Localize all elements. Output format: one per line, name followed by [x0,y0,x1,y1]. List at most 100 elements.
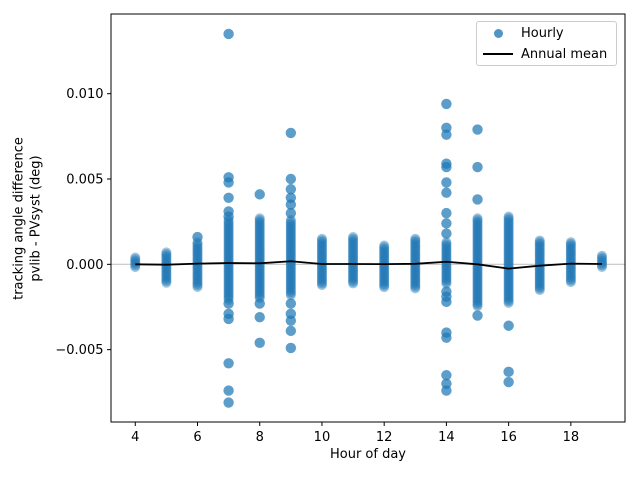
scatter-point [503,275,514,286]
scatter-point [410,262,421,273]
scatter-point [254,270,265,281]
scatter-point [161,274,172,285]
scatter-point [410,251,421,262]
scatter-point [254,267,265,278]
scatter-point [285,224,296,235]
scatter-point [472,222,483,233]
scatter-point [285,264,296,275]
scatter-point [316,238,327,249]
scatter-point [223,234,234,245]
legend: Hourly Annual mean [476,21,617,66]
scatter-outlier-point [285,315,297,326]
x-axis-tick-label: 4 [131,430,139,445]
scatter-point [192,272,203,283]
legend-entry-annual-mean: Annual mean [477,44,616,65]
scatter-point [285,286,296,297]
scatter-outlier-point [503,376,514,388]
scatter-point [348,267,359,278]
scatter-point [472,253,483,264]
scatter-point [223,262,234,273]
scatter-point [565,277,576,288]
scatter-point [316,257,327,268]
scatter-point [410,272,421,283]
scatter-point [161,250,172,261]
scatter-point [223,251,234,262]
scatter-point [503,246,514,257]
scatter-point [565,264,576,275]
scatter-point [223,266,234,277]
scatter-point [410,235,421,246]
scatter-point [223,286,234,297]
scatter-point [534,235,545,246]
scatter-point [285,290,296,301]
scatter-point [223,237,234,248]
scatter-point [254,229,265,240]
annual-mean-line-icon [483,53,513,55]
scatter-point [472,264,483,275]
scatter-point [565,269,576,280]
scatter-point [410,265,421,276]
scatter-point [348,244,359,255]
scatter-point [503,254,514,265]
scatter-point [441,241,452,252]
scatter-point [379,246,390,257]
scatter-point [472,221,483,232]
scatter-point [254,245,265,256]
scatter-point [441,246,452,257]
scatter-point [441,237,452,248]
scatter-point [503,270,514,281]
scatter-point [161,271,172,282]
scatter-point [472,299,483,310]
x-axis-tick-label: 16 [500,430,517,445]
scatter-point [503,216,514,227]
scatter-point [596,260,607,271]
scatter-outlier-point [441,370,452,381]
scatter-point [503,289,514,300]
scatter-point [503,217,514,228]
scatter-point [503,232,514,243]
scatter-point [503,294,514,305]
scatter-point [285,229,296,240]
scatter-point [254,288,265,299]
scatter-point [441,270,452,281]
scatter-point [316,248,327,259]
scatter-point [161,248,172,259]
scatter-point [254,274,265,285]
scatter-point [254,240,265,251]
scatter-point [316,233,327,244]
scatter-point [192,246,203,257]
scatter-point [192,245,203,256]
scatter-point [161,255,172,266]
scatter-point [223,238,234,249]
scatter-point [534,248,545,259]
scatter-point [441,253,452,264]
scatter-point [161,247,172,258]
y-axis-tick-label: −0.005 [55,343,103,358]
scatter-point [441,265,452,276]
scatter-point [441,240,452,251]
scatter-point [410,246,421,257]
scatter-point [472,237,483,248]
scatter-point [192,275,203,286]
scatter-point [285,269,296,280]
scatter-point [254,278,265,289]
scatter-outlier-point [192,231,203,243]
scatter-outlier-point [223,177,234,188]
scatter-point [192,270,203,281]
scatter-point [348,248,359,259]
scatter-point [441,277,452,288]
scatter-point [348,241,359,252]
scatter-point [285,270,296,281]
axes-spines [110,13,626,423]
scatter-point [503,257,514,268]
scatter-point [285,222,296,233]
scatter-point [316,264,327,275]
scatter-point [254,242,265,253]
scatter-point [379,274,390,285]
scatter-point [503,227,514,238]
legend-icon-box [483,28,513,38]
scatter-outlier-point [472,124,483,135]
scatter-point [254,280,265,291]
scatter-outlier-point [441,98,452,110]
scatter-point [534,259,545,270]
